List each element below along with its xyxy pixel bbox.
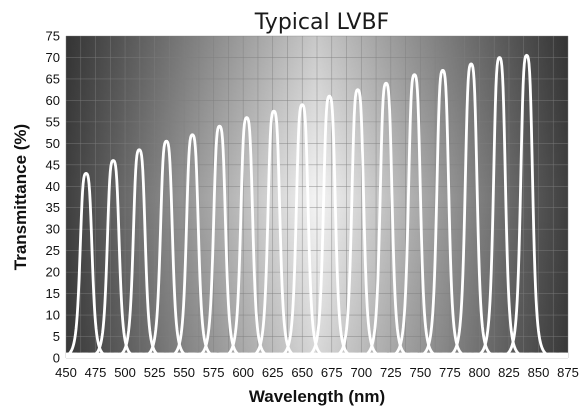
x-tick-label: 850 [528,365,550,380]
y-tick-label: 60 [46,93,60,108]
transmission-curves [66,53,568,358]
x-tick-label: 650 [291,365,313,380]
x-tick-label: 575 [203,365,225,380]
y-tick-label: 30 [46,222,60,237]
y-tick-label: 35 [46,200,60,215]
y-tick-label: 70 [46,50,60,65]
y-tick-label: 20 [46,265,60,280]
x-tick-label: 775 [439,365,461,380]
y-tick-label: 25 [46,243,60,258]
y-tick-label: 15 [46,286,60,301]
transmission-peak-17 [66,53,568,358]
y-tick-label: 75 [46,29,60,44]
x-tick-label: 700 [350,365,372,380]
y-tick-label: 5 [53,329,60,344]
x-tick-label: 550 [173,365,195,380]
grid-lines [65,35,569,359]
x-tick-label: 500 [114,365,136,380]
x-tick-label: 625 [262,365,284,380]
x-tick-label: 450 [55,365,77,380]
y-tick-label: 55 [46,114,60,129]
x-tick-label: 675 [321,365,343,380]
y-tick-label: 10 [46,308,60,323]
x-tick-label: 525 [144,365,166,380]
x-tick-label: 725 [380,365,402,380]
x-tick-label: 475 [85,365,107,380]
y-tick-label: 0 [53,351,60,366]
x-tick-label: 750 [410,365,432,380]
y-tick-label: 50 [46,136,60,151]
y-axis-label: Transmittance (%) [11,124,30,270]
chart-title: Typical LVBF [254,10,389,35]
x-tick-label: 825 [498,365,520,380]
x-tick-label: 875 [557,365,579,380]
y-tick-label: 65 [46,71,60,86]
x-tick-label: 600 [232,365,254,380]
x-tick-labels: 450 475 500 525 550 575 600 625 650 675 700 725 750 7… [55,365,579,380]
y-tick-label: 45 [46,157,60,172]
y-tick-labels: 0 5 10 15 20 25 30 35 40 45 50 55 60 65 70 75 [46,29,60,366]
x-axis-label: Wavelength (nm) [249,387,385,406]
x-tick-label: 800 [469,365,491,380]
y-tick-label: 40 [46,179,60,194]
